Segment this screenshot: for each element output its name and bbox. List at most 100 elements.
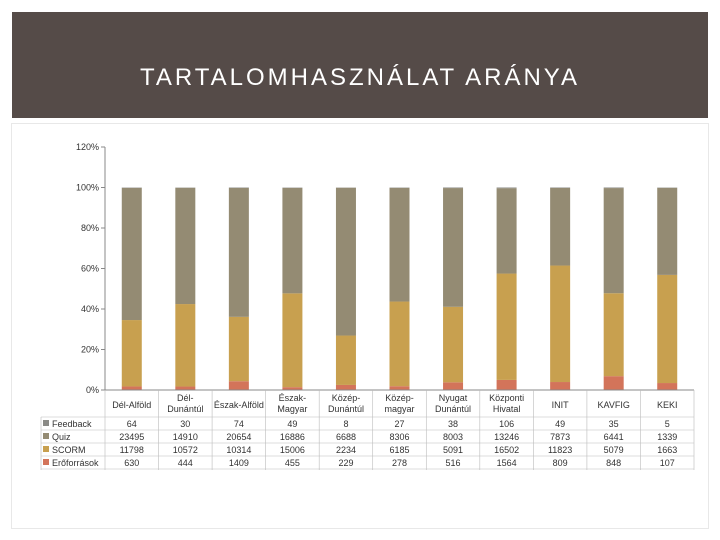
bar-segment [389, 187, 410, 302]
category-label: KAVFIG [598, 400, 630, 410]
category-label: Észak-Alföld [214, 400, 264, 410]
table-row-label: Quiz [52, 432, 71, 442]
bar-segment [603, 188, 624, 294]
category-label: Magyar [277, 404, 307, 414]
bar-segment [550, 187, 571, 266]
bar-segment [282, 187, 303, 294]
category-label: Dunántúl [328, 404, 364, 414]
data-label: 848 [606, 458, 621, 468]
data-label: 8003 [443, 432, 463, 442]
data-label: 11823 [548, 445, 572, 455]
data-label: 1663 [657, 445, 677, 455]
bar-segment [443, 187, 464, 189]
data-label: 809 [553, 458, 568, 468]
y-tick-label: 60% [81, 264, 99, 274]
bar-segment [335, 187, 356, 336]
bar-segment [335, 384, 356, 390]
bar-segment [496, 188, 517, 274]
data-label: 5079 [604, 445, 624, 455]
data-label: 5091 [443, 445, 463, 455]
bar-segment [603, 187, 624, 189]
bar-segment [175, 187, 196, 305]
bar-segment [496, 379, 517, 390]
category-label: Közép- [385, 393, 414, 403]
bar-segment [603, 293, 624, 377]
data-label: 6441 [604, 432, 624, 442]
table-row-label: SCORM [52, 445, 86, 455]
bar-segment [282, 293, 303, 388]
data-label: 107 [660, 458, 675, 468]
bar-segment [657, 187, 678, 275]
data-label: 23495 [119, 432, 144, 442]
legend-key [43, 433, 49, 439]
data-label: 38 [448, 419, 458, 429]
title-banner: TARTALOMHASZNÁLAT ARÁNYA [12, 12, 708, 118]
y-tick-label: 20% [81, 345, 99, 355]
bar-segment [121, 320, 142, 387]
category-label: Nyugat [439, 393, 468, 403]
data-label: 49 [287, 419, 297, 429]
data-label: 20654 [226, 432, 251, 442]
category-label: KEKI [657, 400, 678, 410]
data-label: 35 [609, 419, 619, 429]
data-label: 10572 [173, 445, 198, 455]
data-label: 30 [180, 419, 190, 429]
bar-segment [389, 301, 410, 387]
category-label: Észak- [279, 393, 307, 403]
table-row-label: Feedback [52, 419, 92, 429]
data-label: 13246 [494, 432, 519, 442]
category-label: Dél- [177, 393, 194, 403]
bar-segment [443, 188, 464, 307]
data-label: 229 [338, 458, 353, 468]
data-label: 11798 [120, 445, 144, 455]
bar-segment [335, 335, 356, 385]
data-label: 14910 [173, 432, 198, 442]
category-label: magyar [384, 404, 414, 414]
data-label: 64 [127, 419, 137, 429]
stacked-percent-bar-chart: 0%20%40%60%80%100%120%Dél-AlföldDél-Duná… [40, 142, 695, 470]
data-label: 444 [178, 458, 193, 468]
category-label: Dunántúl [167, 404, 203, 414]
y-tick-label: 100% [76, 183, 99, 193]
bar-segment [389, 386, 410, 390]
data-label: 106 [499, 419, 514, 429]
data-label: 6688 [336, 432, 356, 442]
category-label: Központi [489, 393, 524, 403]
data-label: 516 [446, 458, 461, 468]
bar-segment [603, 376, 624, 390]
bar-segment [443, 382, 464, 390]
category-label: Dunántúl [435, 404, 471, 414]
legend-key [43, 420, 49, 426]
data-label: 278 [392, 458, 407, 468]
data-label: 7873 [550, 432, 570, 442]
bar-segment [550, 382, 571, 390]
bar-segment [175, 386, 196, 390]
data-label: 16502 [494, 445, 519, 455]
y-tick-label: 0% [86, 385, 99, 395]
data-label: 1564 [497, 458, 517, 468]
category-label: Dél-Alföld [112, 400, 151, 410]
bar-segment [496, 273, 517, 380]
bar-segment [657, 274, 678, 384]
category-label: INIT [552, 400, 570, 410]
data-label: 5 [665, 419, 670, 429]
data-label: 16886 [280, 432, 305, 442]
data-label: 2234 [336, 445, 356, 455]
data-label: 8 [343, 419, 348, 429]
data-label: 10314 [226, 445, 251, 455]
bar-segment [121, 187, 142, 321]
data-label: 15006 [280, 445, 305, 455]
data-label: 455 [285, 458, 300, 468]
data-label: 49 [555, 419, 565, 429]
y-tick-label: 80% [81, 223, 99, 233]
data-label: 8306 [389, 432, 409, 442]
data-label: 1409 [229, 458, 249, 468]
data-label: 74 [234, 419, 244, 429]
category-label: Közép- [332, 393, 361, 403]
y-tick-label: 40% [81, 304, 99, 314]
bar-segment [443, 306, 464, 383]
bar-segment [550, 265, 571, 383]
bar-segment [657, 383, 678, 390]
legend-key [43, 446, 49, 452]
bar-segment [228, 316, 249, 382]
